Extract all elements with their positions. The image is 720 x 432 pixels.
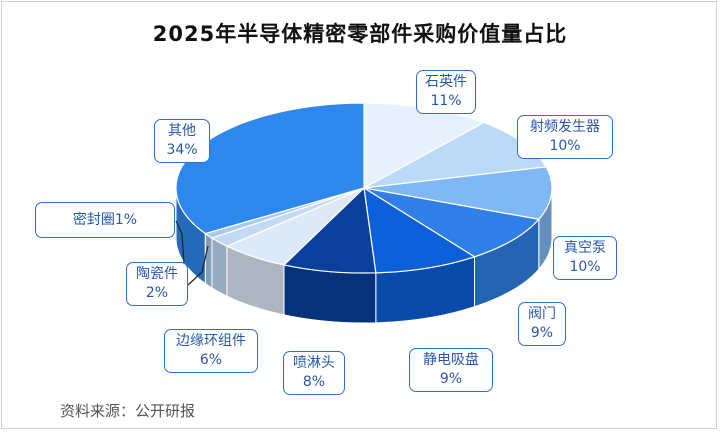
leader-line-seal-ring bbox=[175, 220, 185, 265]
pie-slice-electrostatic-chuck bbox=[363, 186, 476, 274]
callout-seal-ring: 密封圈1% bbox=[35, 202, 175, 238]
leader-line-ceramic bbox=[187, 245, 209, 286]
callout-vacuum-pump: 真空泵 10% bbox=[553, 236, 617, 280]
callout-showerhead: 喷淋头 8% bbox=[283, 351, 345, 395]
callout-other: 其他 34% bbox=[154, 119, 210, 163]
pie-slice-vacuum-pump bbox=[363, 166, 553, 220]
callout-ceramic: 陶瓷件 2% bbox=[126, 262, 188, 306]
pie-side-ceramic bbox=[211, 237, 228, 297]
pie-side-showerhead bbox=[283, 264, 377, 324]
callout-valve: 阀门 9% bbox=[518, 302, 566, 346]
chart-title: 2025年半导体精密零部件采购价值量占比 bbox=[152, 22, 568, 46]
pie-slice-valve bbox=[363, 187, 540, 258]
callout-quartz: 石英件 11% bbox=[416, 70, 476, 114]
callout-electrostatic-chuck: 静电吸盘 9% bbox=[409, 348, 493, 392]
source-note: 资料来源：公开研报 bbox=[60, 402, 196, 420]
pie-slice-showerhead bbox=[282, 186, 377, 274]
callout-rf-generator: 射频发生器 10% bbox=[517, 115, 613, 159]
callout-edge-ring: 边缘环组件 6% bbox=[164, 329, 258, 373]
pie-side-seal-ring bbox=[204, 232, 213, 289]
